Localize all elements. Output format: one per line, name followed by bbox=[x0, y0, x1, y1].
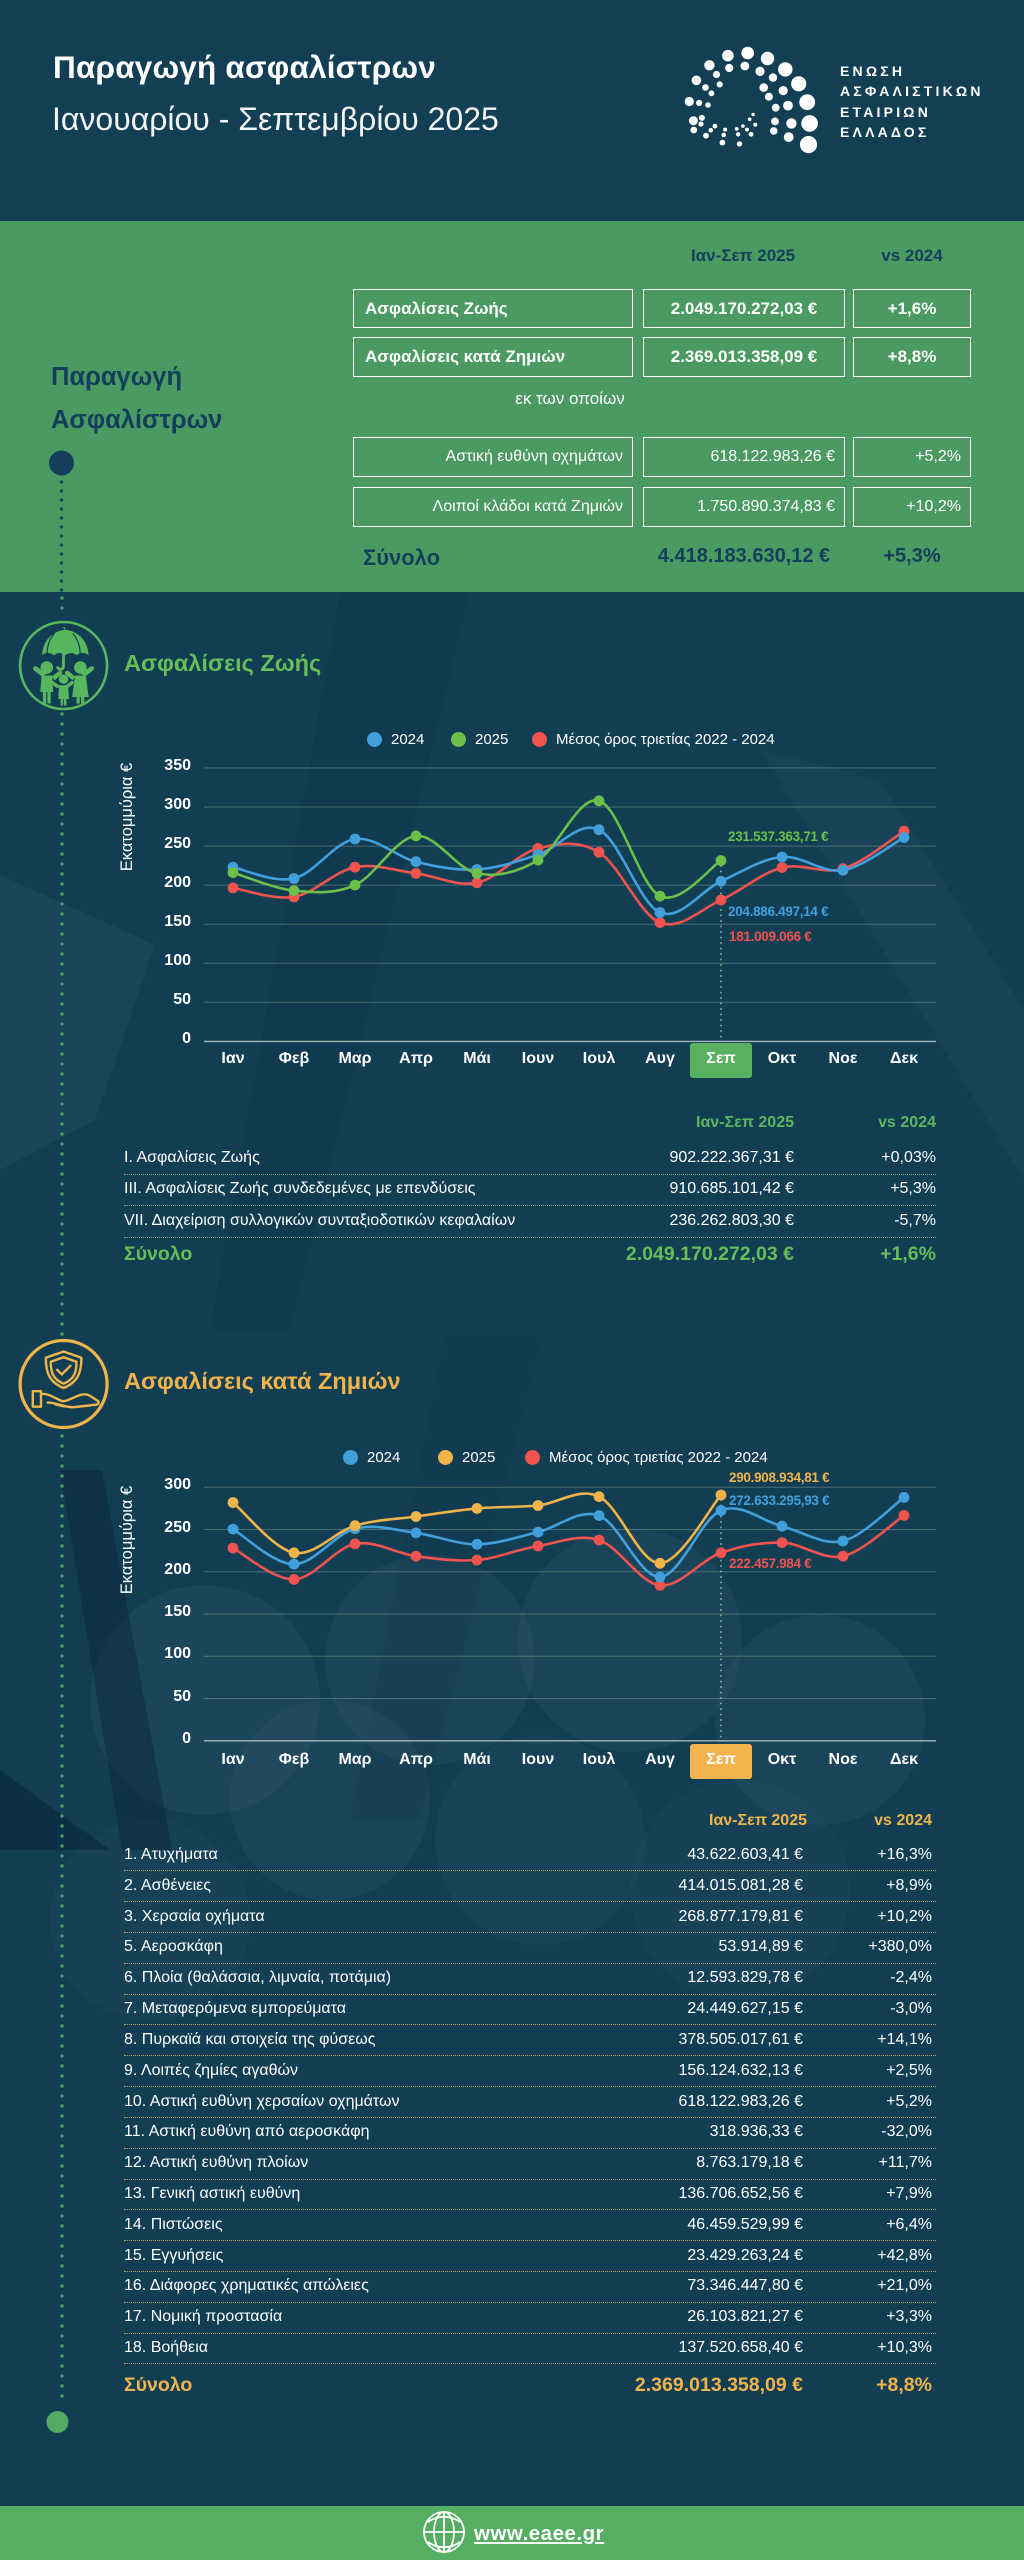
svg-text:Εκατομμύρια €: Εκατομμύρια € bbox=[118, 763, 136, 871]
svg-text:Εκατομμύρια €: Εκατομμύρια € bbox=[118, 1486, 136, 1594]
